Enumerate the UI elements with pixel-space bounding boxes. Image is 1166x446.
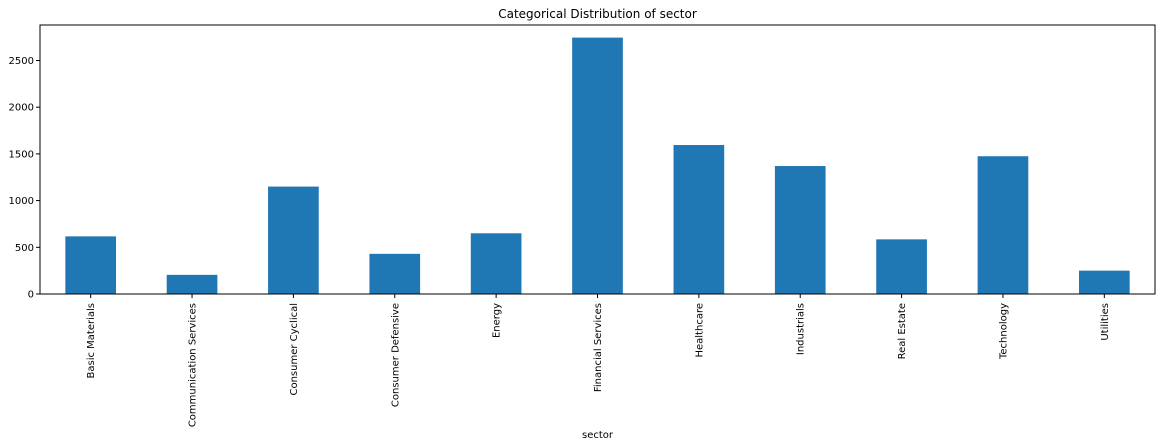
x-tick-label: Utilities bbox=[1100, 303, 1111, 341]
y-axis: 0 500 1000 1500 2000 2500 bbox=[9, 56, 40, 301]
plot-frame bbox=[39, 24, 1156, 295]
bar-communication-services bbox=[166, 274, 218, 294]
x-tick-label: Industrials bbox=[796, 303, 807, 355]
y-tick-label: 500 bbox=[15, 243, 34, 254]
bar-healthcare bbox=[673, 145, 725, 294]
bar-consumer-cyclical bbox=[268, 186, 319, 294]
bar-financial-services bbox=[572, 37, 623, 294]
x-tick-label: Financial Services bbox=[593, 303, 604, 392]
x-axis: Basic Materials Communication Services Con… bbox=[86, 294, 1111, 427]
x-tick-label: Basic Materials bbox=[86, 303, 97, 379]
chart-title: Categorical Distribution of sector bbox=[498, 7, 697, 21]
x-tick-label: Consumer Cyclical bbox=[289, 303, 300, 396]
x-tick-label: Consumer Defensive bbox=[390, 303, 401, 407]
bar-technology bbox=[977, 156, 1029, 294]
x-tick-label: Technology bbox=[998, 303, 1009, 360]
bar-consumer-defensive bbox=[369, 253, 421, 294]
bar-energy bbox=[470, 233, 522, 294]
y-tick-label: 2500 bbox=[9, 56, 34, 67]
y-tick-label: 0 bbox=[28, 290, 34, 301]
x-tick-label: Healthcare bbox=[694, 303, 705, 358]
x-tick-label: Energy bbox=[492, 303, 503, 338]
x-tick-label: Communication Services bbox=[188, 303, 199, 427]
bar-real-estate bbox=[876, 239, 927, 294]
bar-utilities bbox=[1078, 270, 1130, 294]
y-tick-label: 2000 bbox=[9, 103, 34, 114]
x-tick-label: Real Estate bbox=[897, 303, 908, 359]
bars-group bbox=[65, 37, 1130, 294]
x-axis-title: sector bbox=[582, 430, 614, 441]
bar-industrials bbox=[774, 166, 826, 294]
bar-basic-materials bbox=[65, 236, 117, 294]
y-tick-label: 1500 bbox=[9, 149, 34, 160]
y-tick-label: 1000 bbox=[9, 196, 34, 207]
